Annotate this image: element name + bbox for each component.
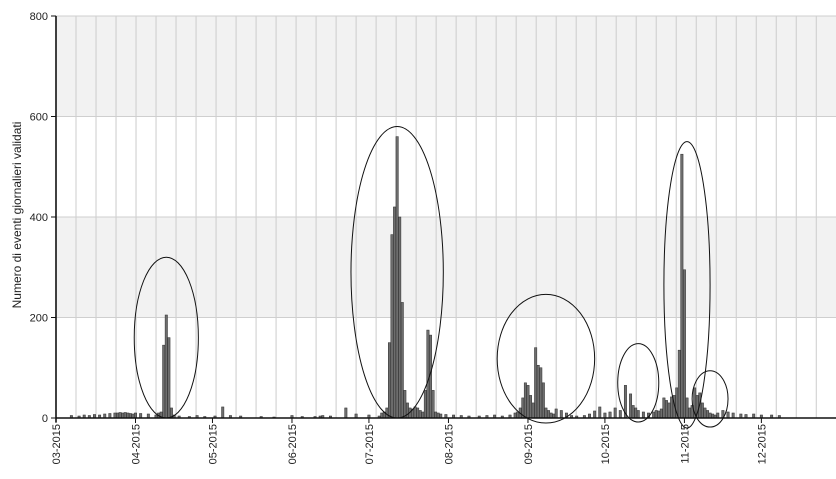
- bar: [426, 329, 430, 419]
- bar: [164, 314, 168, 419]
- bar: [123, 412, 127, 419]
- x-tick-label: 09-2015: [523, 424, 535, 464]
- bar: [662, 397, 666, 419]
- bar: [593, 410, 597, 419]
- x-tick-label: 05-2015: [207, 424, 219, 464]
- bar: [167, 337, 171, 419]
- bar: [523, 382, 527, 419]
- bar: [598, 406, 602, 419]
- bar: [416, 407, 420, 419]
- y-tick-label: 0: [42, 413, 48, 425]
- bar: [529, 395, 532, 419]
- bar: [608, 411, 612, 419]
- bar: [221, 406, 225, 419]
- x-tick-label: 04-2015: [131, 424, 143, 464]
- bar: [344, 407, 348, 419]
- bar: [636, 410, 640, 419]
- bar: [613, 407, 617, 419]
- x-tick-label: 03-2015: [51, 424, 63, 464]
- bar: [418, 410, 422, 419]
- bar: [641, 411, 645, 419]
- bar: [688, 407, 692, 419]
- bar: [544, 407, 548, 419]
- bar: [700, 402, 704, 419]
- axes: [51, 15, 836, 423]
- plot-band: [56, 317, 836, 418]
- annotation-ellipse: [496, 293, 596, 424]
- annotation-ellipse: [617, 343, 660, 423]
- bar: [677, 349, 681, 419]
- bar: [390, 234, 394, 419]
- bar: [118, 412, 122, 419]
- bar: [703, 407, 707, 419]
- annotation-ellipse: [691, 370, 729, 428]
- bar: [652, 411, 656, 419]
- bar: [385, 407, 389, 419]
- y-axis-label: Numero di eventi giornalieri validati: [10, 122, 24, 309]
- bar: [431, 390, 435, 419]
- horizontal-gridlines: [56, 15, 836, 318]
- x-tick-label: 10-2015: [600, 424, 612, 464]
- plot-band: [56, 116, 836, 217]
- y-tick-label: 800: [30, 11, 48, 23]
- bar: [665, 400, 668, 419]
- x-tick-label: 07-2015: [364, 424, 376, 464]
- bar: [516, 411, 520, 419]
- x-tick-labels: 03-2015 04-2015 05-2015 06-2015 07-2015 08-20…: [51, 424, 768, 464]
- bar: [393, 206, 397, 419]
- bar: [162, 344, 166, 419]
- bar: [680, 153, 684, 419]
- bar: [395, 136, 399, 419]
- y-tick-label: 200: [30, 313, 48, 325]
- bar: [667, 402, 671, 419]
- bar: [536, 364, 540, 419]
- y-tick-labels: 0 200 400 600 800: [30, 11, 48, 425]
- bar: [559, 410, 563, 419]
- bar: [413, 406, 417, 419]
- bar: [434, 411, 438, 419]
- bar: [631, 405, 635, 419]
- bar: [398, 216, 402, 419]
- bar: [423, 390, 427, 419]
- bar: [526, 385, 530, 419]
- y-tick-label: 600: [30, 112, 48, 124]
- bar: [654, 410, 658, 419]
- bar: [629, 393, 633, 419]
- y-tick-label: 400: [30, 212, 48, 224]
- bar: [682, 269, 686, 419]
- bar: [726, 411, 730, 419]
- plot-band: [56, 217, 836, 318]
- bar: [670, 396, 674, 419]
- bar: [405, 402, 409, 419]
- annotation-ellipse: [663, 141, 711, 429]
- bar: [421, 411, 425, 419]
- bar: [547, 410, 550, 419]
- x-tick-label: 12-2015: [756, 424, 768, 464]
- bar: [541, 382, 545, 419]
- bar: [531, 402, 535, 419]
- bar: [659, 408, 663, 419]
- bar: [618, 410, 622, 419]
- bar: [539, 367, 543, 419]
- bar: [400, 302, 404, 419]
- x-tick-label: 06-2015: [287, 424, 299, 464]
- x-tick-label: 08-2015: [443, 424, 455, 464]
- bar: [706, 410, 709, 419]
- bar: [685, 397, 689, 419]
- bar: [388, 342, 391, 419]
- bar: [634, 407, 638, 419]
- bar: [534, 347, 538, 419]
- bar: [657, 410, 661, 419]
- bar: [403, 390, 407, 419]
- plot-background-bands: [56, 16, 836, 418]
- bar: [554, 408, 558, 419]
- plot-band: [56, 16, 836, 117]
- x-tick-label: 11-2015: [679, 424, 691, 464]
